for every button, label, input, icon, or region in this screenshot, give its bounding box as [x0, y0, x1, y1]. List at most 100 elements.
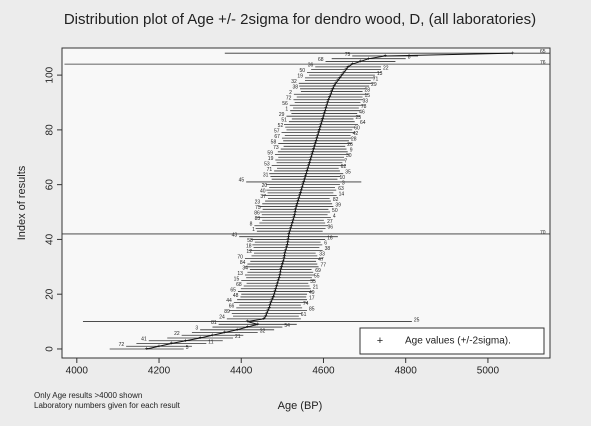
lab-number: 39	[335, 202, 341, 208]
lab-number: 13	[377, 71, 383, 77]
y-tick-label: 60	[45, 179, 56, 191]
lab-number: 51	[281, 117, 287, 123]
lab-number: 4	[333, 213, 336, 219]
lab-number: 70	[540, 230, 546, 236]
lab-number: 89	[224, 309, 230, 315]
center-marker: +	[340, 73, 344, 79]
lab-number: 84	[240, 260, 246, 266]
lab-number: 19	[268, 156, 274, 162]
lab-number: 2	[289, 90, 292, 96]
lab-number: 64	[360, 120, 366, 126]
lab-number: 35	[310, 279, 316, 285]
lab-number: 73	[273, 145, 279, 151]
lab-number: 76	[540, 60, 546, 66]
y-tick-label: 0	[45, 346, 56, 352]
lab-number: 57	[274, 128, 280, 134]
lab-number: 62	[341, 164, 347, 170]
lab-number: 75	[345, 52, 351, 58]
legend-label: Age values (+/-2sigma).	[405, 336, 511, 347]
y-tick-label: 40	[45, 233, 56, 245]
center-marker: +	[223, 330, 227, 336]
lab-number: 63	[338, 186, 344, 192]
lab-number: 55	[314, 274, 320, 280]
lab-number: 50	[332, 208, 338, 214]
lab-number: 30	[346, 153, 352, 159]
center-marker: +	[511, 51, 515, 57]
lab-number: 9	[350, 148, 353, 154]
center-marker: +	[256, 322, 260, 328]
center-marker: +	[170, 341, 174, 347]
lab-number: 7	[344, 159, 347, 165]
center-marker: +	[246, 325, 250, 331]
lab-number: 72	[286, 96, 292, 102]
lab-number: 53	[264, 161, 270, 167]
lab-number: 41	[141, 337, 147, 343]
lab-number: 6	[324, 241, 327, 247]
lab-number: 17	[309, 295, 315, 301]
lab-number: 37	[260, 194, 266, 200]
lab-number: 43	[232, 233, 238, 239]
lab-number: 86	[254, 211, 260, 217]
lab-number: 3	[342, 180, 345, 186]
lab-number: 58	[271, 139, 277, 145]
center-marker: +	[336, 78, 340, 84]
lab-number: 52	[278, 123, 284, 129]
lab-number: 29	[279, 112, 285, 118]
center-marker: +	[211, 333, 215, 339]
center-marker: +	[350, 62, 354, 68]
lab-number: 71	[267, 167, 273, 173]
lab-number: 47	[318, 257, 324, 263]
lab-number: 69	[315, 268, 321, 274]
lab-number: 21	[235, 334, 241, 340]
lab-number: 70	[237, 254, 243, 260]
lab-number: 54	[284, 323, 290, 329]
lab-number: 71	[373, 76, 379, 82]
center-marker: +	[359, 59, 363, 65]
lab-number: 22	[174, 331, 180, 337]
lab-number: 21	[313, 285, 319, 291]
lab-number: 14	[339, 191, 345, 197]
lab-number: 42	[353, 131, 359, 137]
note: Only Age results >4000 shown	[34, 391, 142, 400]
x-tick-label: 4800	[395, 366, 418, 377]
lab-number: 11	[208, 339, 213, 345]
center-marker: +	[383, 54, 387, 60]
lab-number: 36	[328, 224, 334, 230]
lab-number: 31	[263, 172, 269, 178]
center-marker: +	[235, 327, 239, 333]
x-tick-label: 4400	[230, 366, 253, 377]
lab-number: 1	[252, 227, 255, 233]
y-tick-label: 80	[45, 124, 56, 136]
lab-number: 67	[274, 134, 280, 140]
lab-number: 33	[362, 98, 368, 104]
lab-number: 25	[355, 115, 361, 121]
lab-number: 49	[309, 290, 315, 296]
lab-number: 85	[309, 306, 315, 312]
x-tick-label: 4200	[148, 366, 171, 377]
lab-number: 40	[260, 189, 266, 195]
legend-marker: +	[377, 335, 383, 347]
lab-number: 27	[327, 219, 333, 225]
y-tick-label: 100	[45, 66, 56, 83]
x-tick-label: 5000	[477, 366, 500, 377]
note: Laboratory numbers given for each result	[34, 401, 181, 410]
lab-number: 8	[408, 55, 411, 61]
lab-number: 82	[333, 197, 339, 203]
lab-number: 44	[226, 298, 232, 304]
lab-number: 68	[318, 57, 324, 63]
lab-number: 8	[250, 222, 253, 228]
center-marker: +	[157, 344, 161, 350]
lab-number: 74	[303, 301, 309, 307]
lab-number: 36	[308, 63, 314, 69]
lab-number: 77	[321, 263, 327, 269]
x-axis-title: Age (BP)	[278, 400, 323, 412]
x-tick-label: 4000	[66, 366, 89, 377]
lab-number: 28	[351, 137, 357, 143]
y-axis-title: Index of results	[16, 165, 28, 240]
lab-number: 46	[359, 109, 365, 115]
center-marker: +	[264, 314, 268, 320]
lab-number: 59	[267, 150, 273, 156]
lab-number: 75	[255, 205, 261, 211]
plot-marks: +5+72 +11+41 +21+22 +32+3 +54+81 +25+24 +61+89…	[62, 49, 550, 353]
